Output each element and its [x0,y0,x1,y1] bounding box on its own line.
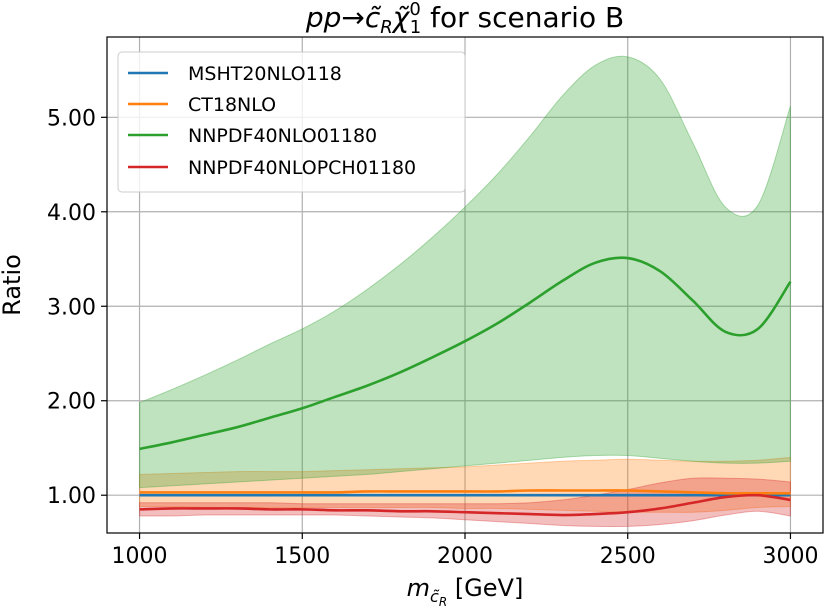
title-neutralino-sup: 0 [409,0,420,20]
chart-title: pp→c̃Rχ̃0 1 for scenario B [305,0,624,38]
legend-entry-ct18: CT18NLO [128,94,276,116]
legend-entry-msht: MSHT20NLO118 [128,63,342,85]
legend-label-ct18: CT18NLO [188,94,276,116]
line-nnpdf40nlo01180 [139,256,792,451]
legend-label-msht: MSHT20NLO118 [188,63,342,85]
title-neutralino-sub: 1 [410,17,421,38]
x-label-subsub: R [439,595,447,609]
x-tick-label: 2000 [437,544,493,569]
band-nnpdf40nlo01180 [139,55,791,489]
title-squark-sub: R [380,17,393,38]
x-label-sub: c̃ [430,587,439,606]
line-layer [139,256,792,517]
x-tick-label: 2500 [600,544,656,569]
x-tick-label: 3000 [762,544,818,569]
y-tick-label: 5.00 [47,106,96,131]
tick-layer: 1000 1500 2000 2500 3000 1.00 2.00 3.00 4.00 5.00 [47,106,818,569]
legend: MSHT20NLO118 CT18NLO NNPDF40NLO01180 NNP… [117,51,466,193]
y-tick-label: 1.00 [47,484,96,509]
title-neutralino: χ̃ [391,1,411,34]
title-squark: c̃ [365,1,382,34]
line-ct18nlo [139,489,791,495]
line-nnpdf40nlopch01180 [139,493,791,517]
x-tick-label: 1000 [112,544,168,569]
x-axis-label: mc̃R [GeV] [407,574,524,609]
x-tick-label: 1500 [274,544,330,569]
legend-label-nnpdf-pch: NNPDF40NLOPCH01180 [188,157,416,179]
x-label-symbol: m [407,574,430,602]
legend-label-nnpdf: NNPDF40NLO01180 [188,125,377,147]
y-tick-label: 3.00 [47,295,96,320]
x-label-unit: [GeV] [447,574,523,602]
legend-entry-nnpdf: NNPDF40NLO01180 [128,125,377,147]
title-process-prefix: pp→ [305,1,365,34]
y-tick-label: 2.00 [47,390,96,415]
legend-box [117,51,466,193]
y-tick-label: 4.00 [47,201,96,226]
y-axis-label: Ratio [0,254,26,316]
band-ct18nlo [139,456,791,513]
title-suffix: for scenario B [421,1,624,34]
legend-entry-nnpdf-pch: NNPDF40NLOPCH01180 [128,157,416,179]
